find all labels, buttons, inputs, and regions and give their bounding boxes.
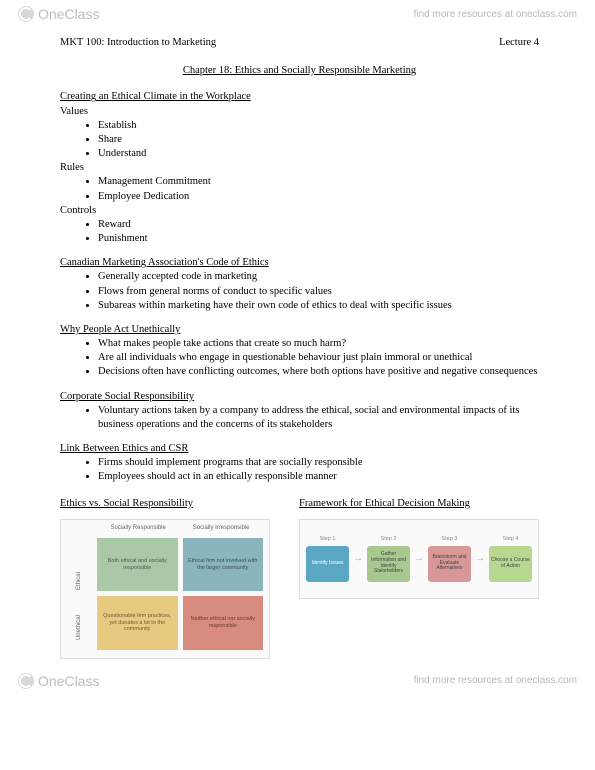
chapter-title: Chapter 18: Ethics and Socially Responsi…	[60, 64, 539, 78]
step-label: Step 3	[442, 536, 458, 543]
list-item: Punishment	[98, 232, 539, 246]
bullet-list: Voluntary actions taken by a company to …	[98, 404, 539, 432]
list-item: Decisions often have conflicting outcome…	[98, 365, 539, 379]
list-item: Understand	[98, 147, 539, 161]
right-column: Framework for Ethical Decision Making St…	[299, 497, 539, 659]
subgroup-label: Controls	[60, 204, 539, 218]
matrix-cell: Ethical firm not involved with the large…	[183, 538, 264, 592]
left-column: Ethics vs. Social Responsibility Sociall…	[60, 497, 279, 659]
subgroup-label: Values	[60, 105, 539, 119]
logo-text: OneClass	[38, 673, 99, 689]
matrix-row-label: Unethical	[75, 610, 83, 640]
footer-watermark: OneClass find more resources at oneclass…	[0, 667, 595, 695]
list-item: Flows from general norms of conduct to s…	[98, 285, 539, 299]
bullet-list: Reward Punishment	[98, 218, 539, 246]
diagram-title: Ethics vs. Social Responsibility	[60, 497, 279, 511]
diagram-row: Ethics vs. Social Responsibility Sociall…	[60, 497, 539, 659]
step-box: Identify Issues	[306, 546, 349, 582]
diagram-title: Framework for Ethical Decision Making	[299, 497, 539, 511]
step-label: Step 2	[381, 536, 397, 543]
step-label: Step 4	[503, 536, 519, 543]
find-more-link-top[interactable]: find more resources at oneclass.com	[414, 9, 577, 20]
bullet-list: What makes people take actions that crea…	[98, 337, 539, 380]
lecture-number: Lecture 4	[499, 36, 539, 50]
list-item: What makes people take actions that crea…	[98, 337, 539, 351]
logo: OneClass	[18, 673, 99, 689]
course-code: MKT 100: Introduction to Marketing	[60, 36, 216, 50]
page-header: MKT 100: Introduction to Marketing Lectu…	[60, 36, 539, 50]
logo-text: OneClass	[38, 6, 99, 22]
list-item: Establish	[98, 119, 539, 133]
decision-flowchart: Step 1 Identify Issues → Step 2 Gather I…	[299, 519, 539, 599]
flow-step: Step 2 Gather Information and Identify S…	[367, 536, 410, 581]
logo: OneClass	[18, 6, 99, 22]
section-heading: Corporate Social Responsibility	[60, 390, 539, 404]
step-box: Choose a Course of Action	[489, 546, 532, 582]
list-item: Voluntary actions taken by a company to …	[98, 404, 539, 432]
list-item: Employee Dedication	[98, 190, 539, 204]
logo-icon	[18, 6, 34, 22]
arrow-icon: →	[414, 552, 424, 566]
bullet-list: Establish Share Understand	[98, 119, 539, 162]
matrix-cell: Neither ethical nor socially responsible	[183, 596, 264, 650]
header-watermark: OneClass find more resources at oneclass…	[0, 0, 595, 28]
matrix-col-label: Socially Responsible	[110, 524, 165, 532]
list-item: Reward	[98, 218, 539, 232]
step-box: Gather Information and Identify Stakehol…	[367, 546, 410, 582]
section-heading: Why People Act Unethically	[60, 323, 539, 337]
list-item: Management Commitment	[98, 175, 539, 189]
flow-step: Step 3 Brainstorm and Evaluate Alternati…	[428, 536, 471, 581]
list-item: Subareas within marketing have their own…	[98, 299, 539, 313]
section-heading: Canadian Marketing Association's Code of…	[60, 256, 539, 270]
matrix-cell: Questionable firm practices, yet donates…	[97, 596, 178, 650]
bullet-list: Generally accepted code in marketing Flo…	[98, 270, 539, 313]
subgroup-label: Rules	[60, 161, 539, 175]
find-more-link-bottom[interactable]: find more resources at oneclass.com	[414, 675, 577, 686]
section-heading: Link Between Ethics and CSR	[60, 442, 539, 456]
matrix-row-label: Ethical	[75, 560, 83, 590]
list-item: Employees should act in an ethically res…	[98, 470, 539, 484]
arrow-icon: →	[475, 552, 485, 566]
bullet-list: Firms should implement programs that are…	[98, 456, 539, 484]
matrix-col-label: Socially Irresponsible	[193, 524, 250, 532]
document-body: MKT 100: Introduction to Marketing Lectu…	[0, 28, 595, 667]
arrow-icon: →	[353, 552, 363, 566]
logo-icon	[18, 673, 34, 689]
list-item: Firms should implement programs that are…	[98, 456, 539, 470]
step-label: Step 1	[320, 536, 336, 543]
list-item: Generally accepted code in marketing	[98, 270, 539, 284]
bullet-list: Management Commitment Employee Dedicatio…	[98, 175, 539, 203]
flow-step: Step 4 Choose a Course of Action	[489, 536, 532, 581]
list-item: Share	[98, 133, 539, 147]
step-box: Brainstorm and Evaluate Alternatives	[428, 546, 471, 582]
matrix-cell: Both ethical and socially responsible	[97, 538, 178, 592]
ethics-matrix: Socially Responsible Socially Irresponsi…	[60, 519, 270, 659]
flow-step: Step 1 Identify Issues	[306, 536, 349, 581]
section-heading: Creating an Ethical Climate in the Workp…	[60, 90, 539, 104]
list-item: Are all individuals who engage in questi…	[98, 351, 539, 365]
